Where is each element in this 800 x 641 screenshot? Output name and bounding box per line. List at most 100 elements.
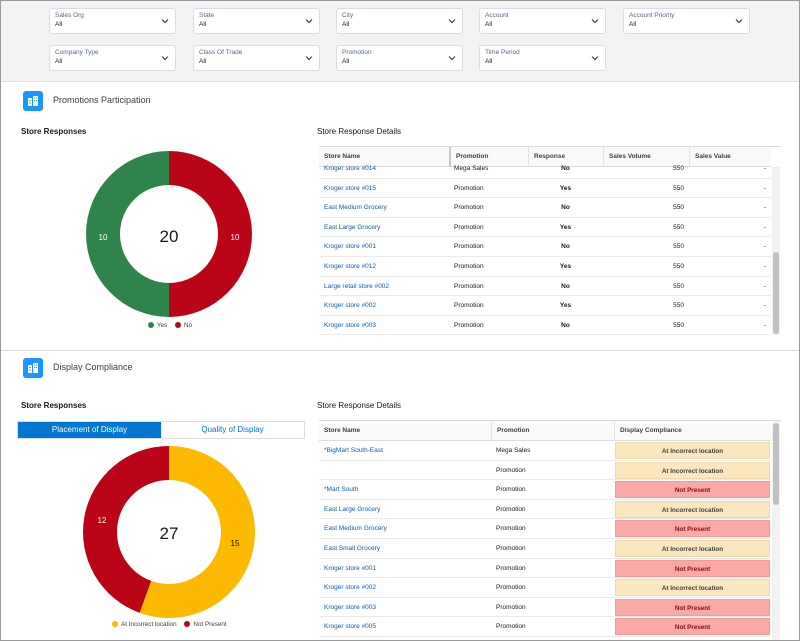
sales-volume-cell: 550 [673, 204, 684, 212]
sales-volume-cell: 550 [673, 223, 684, 231]
legend-item-incorrect-location[interactable]: At Incorrect location [112, 621, 177, 628]
building-icon [23, 358, 43, 378]
store-name-link[interactable]: Kroger store #002 [324, 584, 377, 592]
donut-label-no: 10 [231, 233, 240, 242]
store-name-link[interactable]: Kroger store #001 [324, 243, 377, 251]
compliance-badge: At Incorrect location [615, 461, 770, 479]
filter-city[interactable]: City All [336, 8, 463, 34]
filter-company-type[interactable]: Company Type All [49, 45, 176, 71]
store-name-link[interactable]: *BigMart South-East [324, 447, 383, 454]
filter-account[interactable]: Account All [479, 8, 606, 34]
store-name-link[interactable]: East Small Grocery [324, 545, 380, 552]
store-name-link[interactable]: Kroger store #003 [324, 603, 377, 611]
scrollbar-thumb[interactable] [773, 423, 779, 505]
chevron-down-icon [448, 56, 456, 61]
donut-label-yes: 10 [99, 233, 108, 242]
filter-value: All [55, 21, 63, 28]
chevron-down-icon [305, 56, 313, 61]
compliance-cell: At Incorrect location [614, 461, 771, 480]
legend-item-no[interactable]: No [175, 322, 192, 329]
promotion-cell: Promotion [454, 223, 484, 231]
filter-class-of-trade[interactable]: Class Of Trade All [193, 45, 320, 71]
filter-label: Class Of Trade [199, 49, 243, 56]
store-name-link[interactable]: Kroger store #005 [324, 623, 377, 631]
promotion-cell: Promotion [496, 564, 526, 572]
legend-item-yes[interactable]: Yes [148, 322, 167, 329]
legend-item-not-present[interactable]: Not Present [184, 621, 227, 628]
table-row: Promotion At Incorrect location [319, 461, 771, 481]
sales-volume-cell: 550 [673, 165, 684, 172]
compliance-badge: Not Present [615, 520, 770, 538]
table-row: Kroger store #002 Promotion At Incorrect l… [319, 578, 771, 598]
col-header-sales-volume[interactable]: Sales Volume [603, 147, 689, 167]
scrollbar-thumb[interactable] [773, 252, 779, 334]
filter-state[interactable]: State All [193, 8, 320, 34]
table-row: East Large Grocery Promotion At Incorrect … [319, 500, 771, 520]
compliance-cell: Not Present [614, 617, 771, 636]
promotion-cell: Promotion [454, 302, 484, 310]
donut-label-incorrect: 15 [231, 539, 240, 548]
donut-slice-no[interactable] [169, 151, 252, 317]
donut-slice-yes[interactable] [86, 151, 169, 317]
filter-label: Time Period [485, 49, 520, 56]
col-header-promotion[interactable]: Promotion [491, 421, 614, 441]
response-cell: No [561, 165, 570, 172]
table-row: Kroger store #005 Promotion Not Present [319, 617, 771, 637]
filter-value: All [55, 58, 63, 65]
sales-value-cell: - [763, 165, 766, 172]
store-name-link[interactable]: *Mart South [324, 486, 359, 494]
store-name-link[interactable]: East Large Grocery [324, 223, 381, 231]
col-header-promotion[interactable]: Promotion [449, 147, 528, 167]
table-header: Store Name Promotion Display Compliance [319, 421, 771, 441]
col-header-store-name[interactable]: Store Name [324, 427, 361, 434]
promotion-cell: Promotion [454, 184, 484, 192]
store-response-details-table: Store Name Promotion Response Sales Volu… [319, 146, 781, 336]
store-name-link[interactable]: Kroger store #003 [324, 321, 377, 329]
store-name-link[interactable]: Kroger store #015 [324, 184, 377, 192]
filter-label: City [342, 12, 354, 19]
filter-value: All [342, 21, 350, 28]
legend-label: At Incorrect location [121, 621, 177, 628]
chevron-down-icon [161, 56, 169, 61]
filter-promotion[interactable]: Promotion All [336, 45, 463, 71]
scrollbar-track[interactable] [772, 167, 780, 335]
store-response-details-title: Store Response Details [317, 127, 402, 136]
compliance-cell: At Incorrect location [614, 539, 771, 558]
col-header-display-compliance[interactable]: Display Compliance [614, 421, 771, 441]
compliance-badge: Not Present [615, 598, 770, 616]
col-header-store-name[interactable]: Store Name [324, 153, 361, 160]
filter-account-priority[interactable]: Account Priority All [623, 8, 750, 34]
table-row: Kroger store #003 Promotion Not Present [319, 598, 771, 618]
table-row: Kroger store #001 Promotion Not Present [319, 559, 771, 579]
store-name-link[interactable]: Kroger store #001 [324, 564, 377, 572]
donut-label-not-present: 12 [98, 516, 107, 525]
compliance-cell: Not Present [614, 598, 771, 617]
table-header: Store Name Promotion Response Sales Volu… [319, 147, 771, 167]
scrollbar-track[interactable] [772, 421, 780, 640]
promotion-cell: Mega Sales [454, 165, 489, 172]
donut-slice-incorrect-location[interactable] [139, 446, 255, 618]
store-name-link[interactable]: Kroger store #014 [324, 165, 377, 172]
filter-time-period[interactable]: Time Period All [479, 45, 606, 71]
store-name-link[interactable]: Kroger store #002 [324, 302, 377, 310]
filter-sales-org[interactable]: Sales Org All [49, 8, 176, 34]
legend-dot [175, 322, 182, 328]
store-name-link[interactable]: East Medium Grocery [324, 204, 387, 212]
tab-quality-of-display[interactable]: Quality of Display [161, 422, 304, 438]
store-name-link[interactable]: East Large Grocery [324, 505, 381, 513]
col-header-sales-value[interactable]: Sales Value [689, 147, 771, 167]
donut-slice-not-present[interactable] [83, 446, 169, 613]
compliance-cell: Not Present [614, 480, 771, 499]
display-legend: At Incorrect location Not Present [112, 621, 233, 628]
tab-placement-of-display[interactable]: Placement of Display [18, 422, 161, 438]
filter-label: Account Priority [629, 12, 675, 19]
donut-total: 27 [160, 524, 179, 543]
store-name-link[interactable]: Kroger store #012 [324, 263, 377, 270]
col-header-response[interactable]: Response [528, 147, 603, 167]
promotion-cell: Promotion [496, 603, 526, 611]
store-name-link[interactable]: East Medium Grocery [324, 525, 387, 533]
response-cell: Yes [559, 302, 572, 310]
store-name-link[interactable]: Large retail store #002 [324, 282, 390, 290]
store-name-link[interactable] [319, 461, 491, 480]
